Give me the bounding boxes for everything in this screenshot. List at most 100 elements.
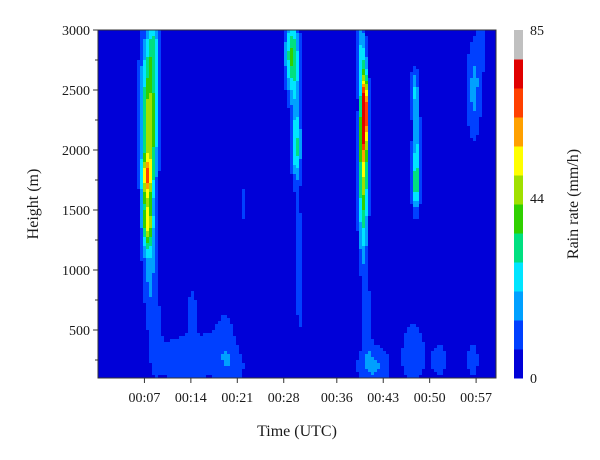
heatmap-cell <box>320 39 324 43</box>
heatmap-cell <box>413 96 417 100</box>
heatmap-cell <box>323 60 327 64</box>
heatmap-cell <box>392 135 396 139</box>
heatmap-cell <box>443 42 447 46</box>
heatmap-cell <box>116 120 120 124</box>
heatmap-cell <box>158 111 162 115</box>
heatmap-cell <box>251 111 255 115</box>
heatmap-cell <box>305 93 309 97</box>
heatmap-cell <box>242 45 246 49</box>
heatmap-cell <box>491 90 495 94</box>
heatmap-cell <box>161 129 165 133</box>
heatmap-cell <box>452 48 456 52</box>
heatmap-cell <box>158 141 162 145</box>
heatmap-cell <box>455 45 459 49</box>
heatmap-cell <box>296 78 300 82</box>
heatmap-cell <box>140 105 144 109</box>
heatmap-cell <box>338 114 342 118</box>
heatmap-cell <box>215 57 219 61</box>
heatmap-cell <box>332 51 336 55</box>
heatmap-cell <box>191 45 195 49</box>
heatmap-cell <box>464 87 468 91</box>
heatmap-cell <box>407 63 411 67</box>
heatmap-cell <box>368 63 372 67</box>
heatmap-cell <box>332 39 336 43</box>
heatmap-cell <box>401 87 405 91</box>
heatmap-cell <box>140 126 144 130</box>
heatmap-cell <box>434 99 438 103</box>
heatmap-cell <box>122 93 126 97</box>
heatmap-cell <box>182 63 186 67</box>
heatmap-cell <box>161 90 165 94</box>
heatmap-cell <box>233 87 237 91</box>
heatmap-cell <box>281 30 285 34</box>
heatmap-cell <box>356 96 360 100</box>
heatmap-cell <box>485 99 489 103</box>
heatmap-cell <box>113 132 117 136</box>
heatmap-cell <box>296 60 300 64</box>
heatmap-cell <box>182 93 186 97</box>
heatmap-cell <box>131 30 135 34</box>
heatmap-cell <box>215 105 219 109</box>
heatmap-cell <box>290 42 294 46</box>
heatmap-cell <box>113 51 117 55</box>
heatmap-cell <box>107 33 111 37</box>
heatmap-cell <box>326 132 330 136</box>
heatmap-cell <box>248 30 252 34</box>
heatmap-cell <box>401 66 405 70</box>
heatmap-cell <box>335 105 339 109</box>
heatmap-cell <box>467 48 471 52</box>
heatmap-cell <box>392 105 396 109</box>
heatmap-cell <box>257 90 261 94</box>
heatmap-cell <box>368 138 372 142</box>
heatmap-cell <box>458 54 462 58</box>
heatmap-cell <box>470 111 474 115</box>
heatmap-cell <box>356 75 360 79</box>
heatmap-cell <box>212 105 216 109</box>
heatmap-cell <box>491 33 495 37</box>
heatmap-cell <box>248 42 252 46</box>
heatmap-cell <box>449 99 453 103</box>
heatmap-cell <box>200 129 204 133</box>
heatmap-cell <box>461 120 465 124</box>
heatmap-cell <box>257 135 261 139</box>
heatmap-cell <box>107 54 111 58</box>
heatmap-cell <box>353 96 357 100</box>
heatmap-cell <box>242 63 246 67</box>
heatmap-cell <box>422 135 426 139</box>
heatmap-cell <box>248 75 252 79</box>
heatmap-cell <box>392 108 396 112</box>
heatmap-cell <box>407 42 411 46</box>
heatmap-cell <box>281 78 285 82</box>
heatmap-cell <box>218 42 222 46</box>
heatmap-cell <box>416 123 420 127</box>
heatmap-cell <box>401 51 405 55</box>
heatmap-cell <box>101 51 105 55</box>
heatmap-cell <box>482 54 486 58</box>
heatmap-cell <box>362 90 366 94</box>
heatmap-cell <box>245 138 249 142</box>
heatmap-cell <box>125 120 129 124</box>
heatmap-cell <box>488 81 492 85</box>
heatmap-cell <box>332 120 336 124</box>
heatmap-cell <box>425 69 429 73</box>
heatmap-cell <box>251 81 255 85</box>
heatmap-cell <box>311 42 315 46</box>
heatmap-cell <box>107 72 111 76</box>
heatmap-cell <box>458 30 462 34</box>
heatmap-cell <box>392 102 396 106</box>
heatmap-cell <box>311 39 315 43</box>
heatmap-cell <box>218 84 222 88</box>
heatmap-cell <box>425 93 429 97</box>
heatmap-cell <box>110 54 114 58</box>
heatmap-cell <box>239 111 243 115</box>
heatmap-cell <box>425 108 429 112</box>
heatmap-cell <box>191 57 195 61</box>
heatmap-cell <box>341 69 345 73</box>
heatmap-cell <box>488 63 492 67</box>
heatmap-cell <box>476 102 480 106</box>
heatmap-cell <box>131 102 135 106</box>
heatmap-cell <box>152 129 156 133</box>
heatmap-cell <box>182 60 186 64</box>
heatmap-cell <box>206 75 210 79</box>
heatmap-cell <box>347 78 351 82</box>
